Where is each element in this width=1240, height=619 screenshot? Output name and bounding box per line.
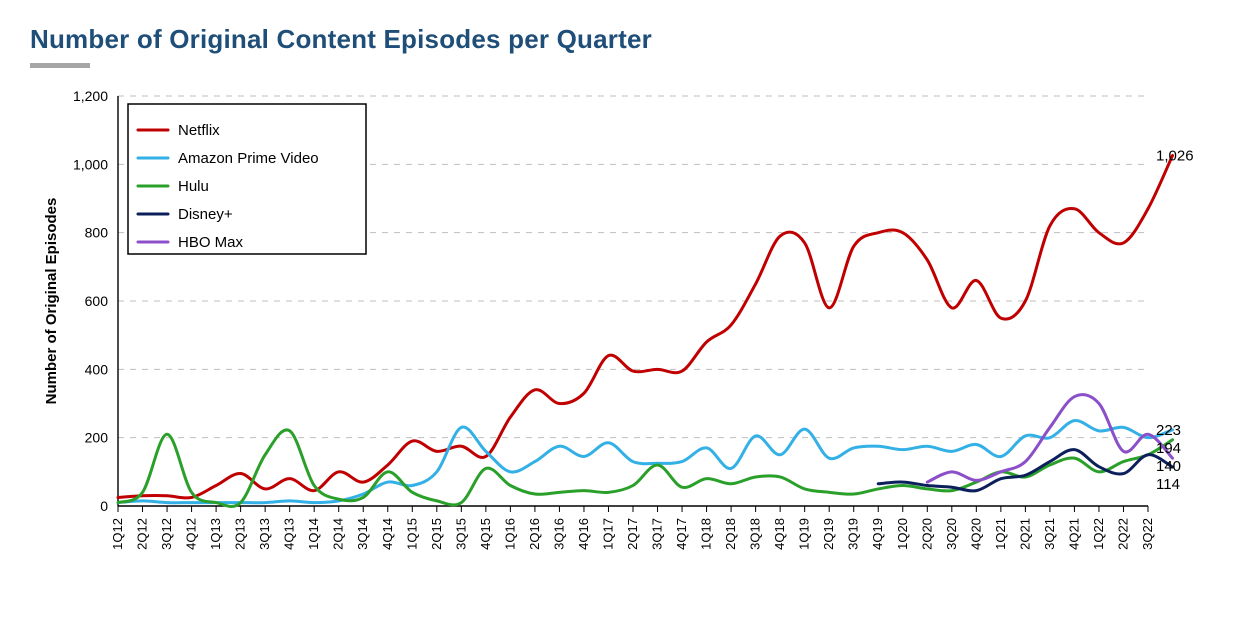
x-tick-label: 4Q21 <box>1066 518 1081 550</box>
x-tick-label: 4Q20 <box>968 518 983 550</box>
x-tick-label: 2Q20 <box>919 518 934 550</box>
x-tick-label: 3Q20 <box>944 518 959 550</box>
series-end-label: 1,026 <box>1156 147 1194 164</box>
y-tick-label: 0 <box>100 498 108 514</box>
y-tick-label: 200 <box>85 430 109 446</box>
x-tick-label: 2Q13 <box>233 518 248 550</box>
chart-svg: 0 200 400 600 800 1,000 1,200 Number of Origina… <box>28 86 1218 586</box>
x-tick-label: 3Q13 <box>257 518 272 550</box>
x-tick-label: 4Q13 <box>282 518 297 550</box>
x-tick-label: 3Q21 <box>1042 518 1057 550</box>
legend-label: Amazon Prime Video <box>178 150 319 167</box>
x-tick-label: 2Q15 <box>429 518 444 550</box>
x-tick-label: 1Q12 <box>110 518 125 550</box>
x-tick-label: 3Q17 <box>650 518 665 550</box>
x-tick-label: 2Q21 <box>1017 518 1032 550</box>
x-tick-label: 4Q17 <box>674 518 689 550</box>
page-title: Number of Original Content Episodes per … <box>30 24 1220 55</box>
x-tick-label: 2Q19 <box>821 518 836 550</box>
x-tick-label: 4Q18 <box>772 518 787 550</box>
y-tick-label: 1,200 <box>73 88 108 104</box>
x-tick-label: 2Q17 <box>625 518 640 550</box>
x-tick-label: 2Q18 <box>723 518 738 550</box>
y-axis-title: Number of Original Episodes <box>43 198 60 405</box>
x-tick-label: 2Q16 <box>527 518 542 550</box>
series-end-label: 140 <box>1156 458 1181 475</box>
title-underline <box>30 63 90 68</box>
y-tick-label: 800 <box>85 225 109 241</box>
x-tick-label: 4Q14 <box>380 518 395 550</box>
legend: Netflix Amazon Prime Video Hulu Disney+ HBO … <box>128 104 366 254</box>
x-tick-label: 1Q20 <box>895 518 910 550</box>
y-tick-label: 400 <box>85 361 109 377</box>
legend-label: Hulu <box>178 178 209 195</box>
x-tick-label: 4Q12 <box>184 518 199 550</box>
x-tick-label: 1Q14 <box>306 518 321 550</box>
x-tick-label: 1Q17 <box>600 518 615 550</box>
y-tick-label: 600 <box>85 293 109 309</box>
x-tick-label: 4Q16 <box>576 518 591 550</box>
x-tick-label: 3Q22 <box>1140 518 1155 550</box>
x-tick-label: 2Q22 <box>1115 518 1130 550</box>
x-tick-label: 3Q12 <box>159 518 174 550</box>
x-tick-label: 1Q15 <box>404 518 419 550</box>
x-tick-label: 4Q19 <box>870 518 885 550</box>
x-tick-label: 3Q14 <box>355 518 370 550</box>
series-end-label: 223 <box>1156 422 1181 439</box>
x-tick-label: 3Q16 <box>551 518 566 550</box>
x-tick-label: 1Q16 <box>502 518 517 550</box>
legend-label: Netflix <box>178 122 220 139</box>
x-tick-label: 1Q21 <box>993 518 1008 550</box>
episodes-line-chart: 0 200 400 600 800 1,000 1,200 Number of Origina… <box>28 86 1218 586</box>
y-tick-label: 1,000 <box>73 156 108 172</box>
x-tick-label: 2Q14 <box>331 518 346 550</box>
x-tick-label: 3Q15 <box>453 518 468 550</box>
series-end-label: 194 <box>1156 440 1181 457</box>
series-end-label: 114 <box>1156 476 1180 493</box>
legend-label: Disney+ <box>178 206 233 223</box>
x-tick-label: 3Q18 <box>748 518 763 550</box>
x-tick-label: 1Q13 <box>208 518 223 550</box>
x-tick-label: 3Q19 <box>846 518 861 550</box>
page: Number of Original Content Episodes per … <box>0 0 1240 619</box>
x-tick-label: 1Q22 <box>1091 518 1106 550</box>
x-tick-label: 4Q15 <box>478 518 493 550</box>
x-tick-label: 2Q12 <box>135 518 150 550</box>
x-tick-label: 1Q18 <box>699 518 714 550</box>
x-tick-label: 1Q19 <box>797 518 812 550</box>
legend-label: HBO Max <box>178 234 244 251</box>
